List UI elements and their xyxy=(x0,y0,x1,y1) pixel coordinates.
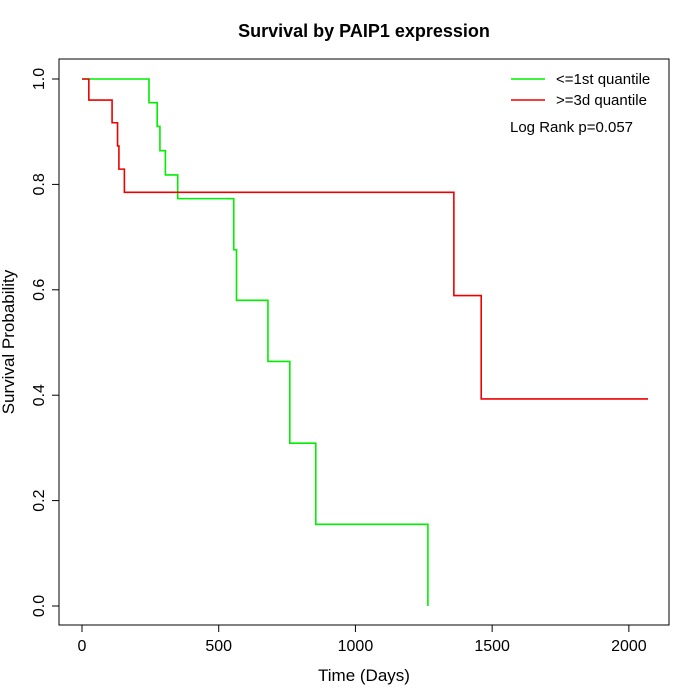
x-tick-label: 0 xyxy=(78,638,87,655)
plot-frame xyxy=(58,58,670,626)
x-axis-label: Time (Days) xyxy=(318,666,410,685)
y-tick-label: 0.4 xyxy=(31,384,48,406)
x-tick-label: 500 xyxy=(205,638,232,655)
legend-label-2: >=3d quantile xyxy=(556,92,647,109)
y-tick-label: 1.0 xyxy=(31,68,48,90)
x-tick-label: 2000 xyxy=(611,638,647,655)
chart-title: Survival by PAIP1 expression xyxy=(238,21,490,41)
y-tick-label: 0.8 xyxy=(31,173,48,195)
survival-curve-1 xyxy=(82,78,429,606)
x-tick-label: 1000 xyxy=(338,638,374,655)
y-tick-label: 0.6 xyxy=(31,279,48,301)
x-tick-label: 1500 xyxy=(474,638,510,655)
y-axis-label: Survival Probability xyxy=(0,269,18,414)
y-tick-label: 0.2 xyxy=(31,489,48,511)
y-tick-label: 0.0 xyxy=(31,595,48,617)
curves-group xyxy=(82,78,648,606)
legend-label-1: <=1st quantile xyxy=(556,71,650,88)
y-axis: 0.0 0.2 0.4 0.6 0.8 1.0 xyxy=(31,68,59,617)
x-axis: 0 500 1000 1500 2000 xyxy=(78,625,647,655)
legend: <=1st quantile >=3d quantile xyxy=(511,71,650,109)
log-rank-annotation: Log Rank p=0.057 xyxy=(510,119,633,136)
survival-curve-2 xyxy=(82,78,648,400)
